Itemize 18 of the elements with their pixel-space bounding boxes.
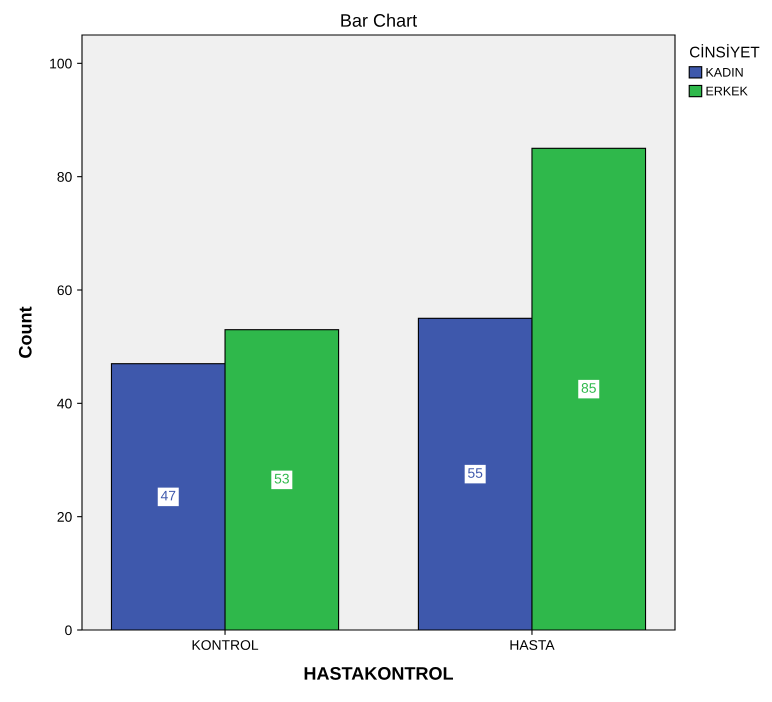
x-tick-label: KONTROL bbox=[192, 640, 258, 650]
y-axis-title: Count bbox=[18, 306, 32, 358]
y-tick-label: 80 bbox=[57, 172, 72, 182]
data-label: 55 bbox=[468, 468, 482, 478]
y-tick-label: 20 bbox=[58, 512, 72, 522]
data-label: 47 bbox=[160, 490, 176, 500]
legend-title: CİNSİYET bbox=[690, 44, 760, 58]
data-label: 53 bbox=[274, 474, 289, 484]
data-label: 85 bbox=[582, 383, 596, 393]
chart-title: Bar Chart bbox=[341, 14, 417, 27]
y-tick-label: 100 bbox=[50, 58, 72, 69]
y-tick-label: 0 bbox=[65, 625, 72, 636]
y-tick-label: 60 bbox=[58, 285, 72, 296]
x-tick-label: HASTA bbox=[510, 640, 555, 650]
legend-label: KADIN bbox=[706, 68, 743, 77]
x-axis-title: HASTAKONTROL bbox=[304, 667, 454, 680]
y-tick-label: 40 bbox=[57, 398, 72, 409]
legend-label: ERKEK bbox=[706, 86, 748, 96]
